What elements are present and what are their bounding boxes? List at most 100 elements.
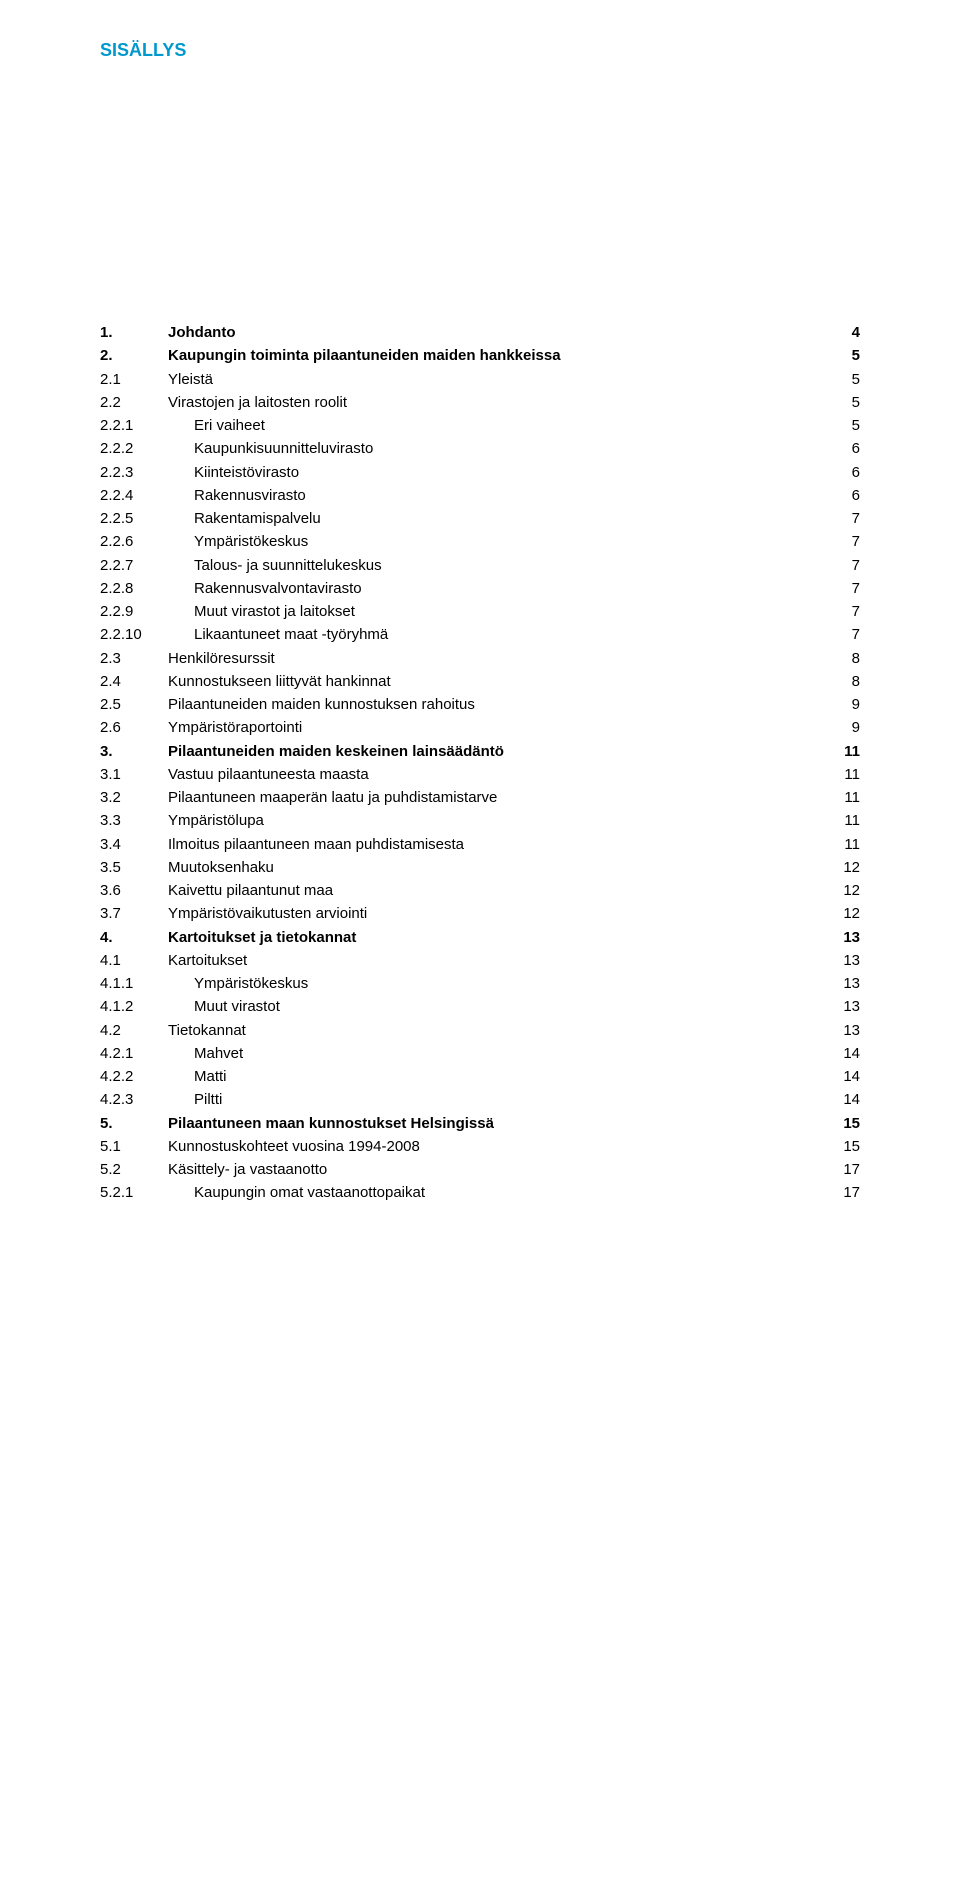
toc-page-number: 5 xyxy=(820,391,860,414)
toc-row: 5.1Kunnostuskohteet vuosina 1994-200815 xyxy=(100,1135,860,1158)
toc-page-number: 14 xyxy=(820,1088,860,1111)
toc-page-number: 17 xyxy=(820,1181,860,1204)
toc-title: Johdanto xyxy=(168,321,820,344)
toc-title: Rakentamispalvelu xyxy=(168,507,820,530)
toc-title: Kaivettu pilaantunut maa xyxy=(168,879,820,902)
toc-number: 4.1.1 xyxy=(100,972,168,995)
toc-title: Mahvet xyxy=(168,1042,820,1065)
toc-number: 2.4 xyxy=(100,670,168,693)
toc-number: 2. xyxy=(100,344,168,367)
toc-row: 2.3Henkilöresurssit8 xyxy=(100,647,860,670)
toc-number: 4. xyxy=(100,926,168,949)
toc-title: Kartoitukset xyxy=(168,949,820,972)
toc-page-number: 13 xyxy=(820,926,860,949)
toc-number: 5.2.1 xyxy=(100,1181,168,1204)
toc-number: 2.2.7 xyxy=(100,554,168,577)
toc-page-number: 9 xyxy=(820,693,860,716)
toc-row: 2.1Yleistä5 xyxy=(100,368,860,391)
toc-page-number: 11 xyxy=(820,786,860,809)
toc-number: 3.1 xyxy=(100,763,168,786)
toc-number: 2.1 xyxy=(100,368,168,391)
toc-page-number: 9 xyxy=(820,716,860,739)
toc-row: 3.2Pilaantuneen maaperän laatu ja puhdis… xyxy=(100,786,860,809)
toc-title: Kaupunkisuunnitteluvirasto xyxy=(168,437,820,460)
toc-title: Kiinteistövirasto xyxy=(168,461,820,484)
toc-title: Ympäristöraportointi xyxy=(168,716,820,739)
toc-title: Kartoitukset ja tietokannat xyxy=(168,926,820,949)
toc-row: 3.3Ympäristölupa11 xyxy=(100,809,860,832)
toc-page-number: 7 xyxy=(820,577,860,600)
toc-row: 4.2.1Mahvet14 xyxy=(100,1042,860,1065)
toc-title: Kaupungin omat vastaanottopaikat xyxy=(168,1181,820,1204)
toc-page-number: 11 xyxy=(820,833,860,856)
toc-page-number: 17 xyxy=(820,1158,860,1181)
toc-number: 3.3 xyxy=(100,809,168,832)
toc-page-number: 11 xyxy=(820,809,860,832)
toc-page-number: 6 xyxy=(820,461,860,484)
toc-title: Muutoksenhaku xyxy=(168,856,820,879)
toc-page-number: 5 xyxy=(820,414,860,437)
toc-row: 2.5Pilaantuneiden maiden kunnostuksen ra… xyxy=(100,693,860,716)
toc-title: Muut virastot ja laitokset xyxy=(168,600,820,623)
toc-row: 3.7Ympäristövaikutusten arviointi12 xyxy=(100,902,860,925)
toc-page-number: 13 xyxy=(820,972,860,995)
toc-page-number: 15 xyxy=(820,1135,860,1158)
toc-number: 2.5 xyxy=(100,693,168,716)
toc-number: 4.2.1 xyxy=(100,1042,168,1065)
toc-title: Rakennusvirasto xyxy=(168,484,820,507)
toc-title: Pilaantuneiden maiden kunnostuksen rahoi… xyxy=(168,693,820,716)
toc-title: Pilaantuneen maan kunnostukset Helsingis… xyxy=(168,1112,820,1135)
toc-row: 4.2.3Piltti14 xyxy=(100,1088,860,1111)
toc-title: Likaantuneet maat -työryhmä xyxy=(168,623,820,646)
toc-title: Eri vaiheet xyxy=(168,414,820,437)
toc-page-number: 8 xyxy=(820,647,860,670)
toc-row: 5.2Käsittely- ja vastaanotto17 xyxy=(100,1158,860,1181)
toc-title: Kaupungin toiminta pilaantuneiden maiden… xyxy=(168,344,820,367)
toc-row: 2.2.3Kiinteistövirasto6 xyxy=(100,461,860,484)
toc-number: 2.2.2 xyxy=(100,437,168,460)
toc-page-number: 7 xyxy=(820,623,860,646)
toc-number: 5. xyxy=(100,1112,168,1135)
toc-title: Pilaantuneen maaperän laatu ja puhdistam… xyxy=(168,786,820,809)
toc-page-number: 14 xyxy=(820,1042,860,1065)
toc-number: 4.2 xyxy=(100,1019,168,1042)
toc-number: 4.1 xyxy=(100,949,168,972)
toc-number: 1. xyxy=(100,321,168,344)
toc-title: Rakennusvalvontavirasto xyxy=(168,577,820,600)
toc-row: 3.6Kaivettu pilaantunut maa12 xyxy=(100,879,860,902)
toc-row: 4.2.2Matti14 xyxy=(100,1065,860,1088)
toc-title: Matti xyxy=(168,1065,820,1088)
toc-row: 2.Kaupungin toiminta pilaantuneiden maid… xyxy=(100,344,860,367)
toc-title: Pilaantuneiden maiden keskeinen lainsääd… xyxy=(168,740,820,763)
toc-title: Henkilöresurssit xyxy=(168,647,820,670)
toc-page-number: 4 xyxy=(820,321,860,344)
toc-row: 2.2.2Kaupunkisuunnitteluvirasto6 xyxy=(100,437,860,460)
toc-page-number: 12 xyxy=(820,879,860,902)
toc-row: 3.Pilaantuneiden maiden keskeinen lainsä… xyxy=(100,740,860,763)
toc-number: 2.2.1 xyxy=(100,414,168,437)
toc-number: 3.2 xyxy=(100,786,168,809)
toc-page-number: 13 xyxy=(820,995,860,1018)
toc-row: 2.2.4Rakennusvirasto6 xyxy=(100,484,860,507)
toc-number: 2.2.4 xyxy=(100,484,168,507)
toc-page-number: 13 xyxy=(820,1019,860,1042)
toc-page-number: 12 xyxy=(820,856,860,879)
toc-row: 2.2.9Muut virastot ja laitokset7 xyxy=(100,600,860,623)
toc-row: 4.2Tietokannat13 xyxy=(100,1019,860,1042)
toc-page-number: 7 xyxy=(820,530,860,553)
toc-number: 2.3 xyxy=(100,647,168,670)
toc-number: 2.2.9 xyxy=(100,600,168,623)
toc-page-number: 7 xyxy=(820,554,860,577)
toc-row: 2.2Virastojen ja laitosten roolit5 xyxy=(100,391,860,414)
toc-page-number: 15 xyxy=(820,1112,860,1135)
toc-number: 5.1 xyxy=(100,1135,168,1158)
toc-row: 2.6Ympäristöraportointi9 xyxy=(100,716,860,739)
toc-page-number: 11 xyxy=(820,763,860,786)
toc-row: 3.1Vastuu pilaantuneesta maasta11 xyxy=(100,763,860,786)
toc-page-number: 8 xyxy=(820,670,860,693)
toc-title: Ympäristövaikutusten arviointi xyxy=(168,902,820,925)
toc-row: 2.2.5Rakentamispalvelu7 xyxy=(100,507,860,530)
toc-number: 2.6 xyxy=(100,716,168,739)
toc-page-number: 13 xyxy=(820,949,860,972)
toc-title: Yleistä xyxy=(168,368,820,391)
